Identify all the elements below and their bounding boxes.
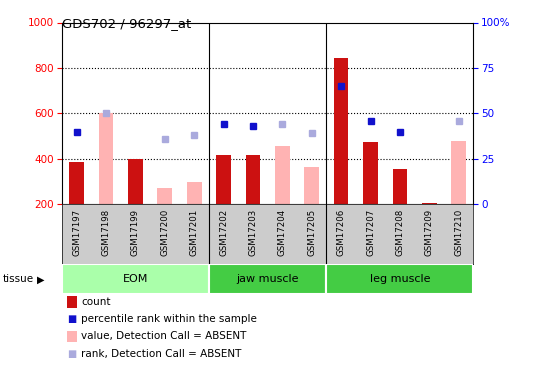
Text: jaw muscle: jaw muscle: [236, 274, 299, 284]
Bar: [216, 156, 231, 204]
Bar: [363, 142, 378, 204]
Bar: [275, 146, 289, 204]
Text: GSM17200: GSM17200: [160, 209, 169, 256]
Bar: [334, 58, 349, 204]
Text: GSM17209: GSM17209: [425, 209, 434, 256]
Text: count: count: [81, 297, 111, 307]
Bar: [393, 169, 407, 204]
Text: GSM17205: GSM17205: [307, 209, 316, 256]
Bar: [187, 182, 202, 204]
Bar: [209, 264, 327, 294]
Text: EOM: EOM: [123, 274, 148, 284]
Text: GSM17207: GSM17207: [366, 209, 375, 256]
Bar: [62, 264, 209, 294]
Text: GSM17197: GSM17197: [72, 209, 81, 256]
Text: GSM17204: GSM17204: [278, 209, 287, 256]
Text: leg muscle: leg muscle: [370, 274, 430, 284]
Text: tissue: tissue: [3, 274, 34, 284]
Text: percentile rank within the sample: percentile rank within the sample: [81, 314, 257, 324]
Text: GSM17206: GSM17206: [337, 209, 345, 256]
Text: GSM17201: GSM17201: [190, 209, 199, 256]
Text: GSM17199: GSM17199: [131, 209, 140, 256]
Text: value, Detection Call = ABSENT: value, Detection Call = ABSENT: [81, 332, 246, 341]
Bar: [327, 264, 473, 294]
Bar: [246, 156, 260, 204]
Bar: [158, 189, 172, 204]
Bar: [451, 141, 466, 204]
Text: GSM17203: GSM17203: [249, 209, 258, 256]
Text: rank, Detection Call = ABSENT: rank, Detection Call = ABSENT: [81, 349, 242, 358]
Bar: [128, 159, 143, 204]
Bar: [305, 167, 319, 204]
Text: GSM17202: GSM17202: [219, 209, 228, 256]
Text: ■: ■: [67, 349, 77, 358]
Text: ■: ■: [67, 314, 77, 324]
Text: GSM17210: GSM17210: [454, 209, 463, 256]
Text: ▶: ▶: [37, 274, 44, 284]
Text: GSM17198: GSM17198: [102, 209, 110, 256]
Text: GDS702 / 96297_at: GDS702 / 96297_at: [62, 17, 191, 30]
Bar: [69, 162, 84, 204]
Bar: [98, 113, 114, 204]
Text: GSM17208: GSM17208: [395, 209, 405, 256]
Bar: [422, 203, 437, 204]
